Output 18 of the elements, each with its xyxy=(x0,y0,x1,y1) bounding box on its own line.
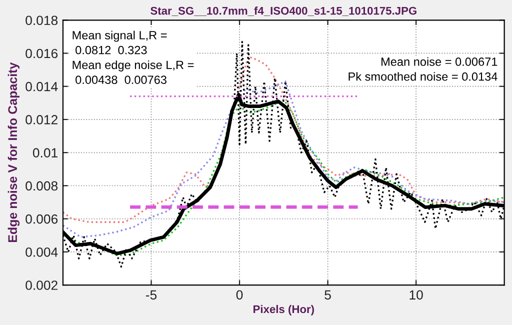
annotation: Mean noise = 0.00671 Pk smoothed noise = 0.0134 xyxy=(348,57,498,81)
y-axis-title: Edge noise V for Info Capacity xyxy=(8,62,20,242)
y-tick-label: 0.01 xyxy=(32,148,58,158)
annotation: Mean signal L,R = 0.0812 0.323 Mean edge noise L,R = 0.00438 0.00763 xyxy=(72,30,194,84)
y-tick-label: 0.006 xyxy=(26,214,58,224)
y-tick-label: 0.014 xyxy=(26,82,58,92)
x-tick-label: 10 xyxy=(410,290,423,300)
y-tick-label: 0.004 xyxy=(26,247,58,257)
y-tick-label: 0.002 xyxy=(26,280,58,290)
y-tick-label: 0.008 xyxy=(26,181,58,191)
x-tick-label: 5 xyxy=(324,290,331,300)
x-tick-label: -5 xyxy=(146,290,157,300)
y-tick-label: 0.012 xyxy=(26,115,58,124)
y-tick-label: 0.018 xyxy=(26,16,58,26)
chart-title: Star_SG__10.7mm_f4_ISO400_s1-15_1010175.JPG xyxy=(150,6,416,16)
x-axis-title: Pixels (Hor) xyxy=(254,304,314,316)
y-tick-label: 0.016 xyxy=(26,48,58,58)
x-tick-label: 0 xyxy=(236,290,243,300)
